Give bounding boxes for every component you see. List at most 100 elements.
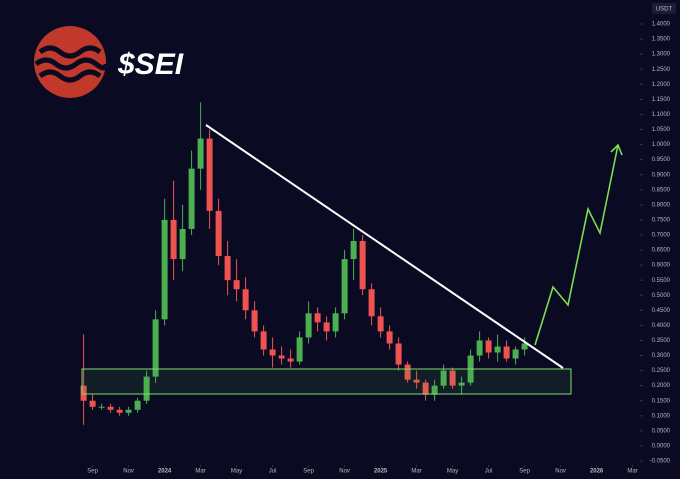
y-tick-label: -0.0500 — [650, 459, 671, 465]
y-tick-label: 1.4000 — [652, 22, 671, 28]
y-tick-label: 0.5500 — [652, 278, 671, 284]
candle-body — [368, 289, 375, 317]
candle-body — [242, 289, 249, 311]
title: $SEI — [117, 48, 184, 81]
y-tick-label: 0.6000 — [652, 263, 671, 269]
y-tick-label: 1.2500 — [652, 67, 671, 73]
x-tick-label: Sep — [519, 469, 530, 475]
candle-body — [116, 409, 123, 413]
y-tick-label: 0.3500 — [652, 338, 671, 344]
candle-body — [512, 349, 519, 359]
y-tick-label: 0.4000 — [652, 323, 671, 329]
x-tick-label: Mar — [627, 469, 637, 475]
candle-body — [449, 370, 456, 386]
candle-body — [413, 379, 420, 383]
y-tick-label: 1.3500 — [652, 37, 671, 43]
x-tick-label: 2025 — [374, 469, 388, 475]
candle-body — [521, 343, 528, 350]
x-tick-label: Sep — [303, 469, 314, 475]
x-tick-label: Mar — [195, 469, 205, 475]
candle-body — [251, 310, 258, 332]
x-tick-label: Nov — [339, 469, 350, 475]
candle-body — [323, 322, 330, 332]
x-tick-label: Nov — [555, 469, 566, 475]
y-tick-label: 0.1000 — [652, 413, 671, 419]
candle-body — [377, 316, 384, 332]
x-tick-label: Jul — [269, 469, 277, 475]
y-tick-label: 0.0500 — [652, 428, 671, 434]
candle-body — [179, 228, 186, 260]
y-tick-label: 0.2500 — [652, 368, 671, 374]
candle-body — [134, 400, 141, 410]
candle-body — [215, 210, 222, 257]
candle-body — [431, 385, 438, 395]
currency: USDT — [656, 7, 673, 13]
x-tick-label: Mar — [411, 469, 421, 475]
candle-body — [494, 346, 501, 353]
candle-body — [341, 259, 348, 314]
candle-body — [125, 409, 132, 413]
candle-body — [287, 358, 294, 362]
y-tick-label: 0.9500 — [652, 157, 671, 163]
candle-body — [422, 382, 429, 395]
candle-body — [224, 256, 231, 281]
y-tick-label: 0.1500 — [652, 398, 671, 404]
x-tick-label: Sep — [87, 469, 98, 475]
y-tick-label: 0.7500 — [652, 217, 671, 223]
x-tick-label: 2026 — [590, 469, 604, 475]
candle-body — [269, 349, 276, 356]
candle-body — [161, 219, 168, 320]
candle-body — [152, 319, 159, 377]
candle-body — [350, 240, 357, 260]
candle-body — [404, 364, 411, 380]
candle-body — [296, 337, 303, 362]
projection-arrow — [534, 144, 619, 346]
y-tick-label: 0.8000 — [652, 202, 671, 208]
y-tick-label: 0.7000 — [652, 233, 671, 239]
candle-body — [197, 138, 204, 169]
x-tick-label: Jul — [485, 469, 493, 475]
candle-body — [395, 343, 402, 365]
candle-body — [80, 385, 87, 401]
y-tick-label: 1.0000 — [652, 142, 671, 148]
y-tick-label: 0.6500 — [652, 248, 671, 254]
candle-body — [170, 219, 177, 260]
candle-body — [278, 355, 285, 359]
trend-line — [205, 124, 564, 369]
candle-body — [260, 331, 267, 350]
candle-body — [89, 400, 96, 407]
candle-body — [98, 406, 105, 408]
candle-body — [458, 382, 465, 386]
candle-body — [206, 138, 213, 211]
candle-body — [188, 168, 195, 229]
candle-body — [503, 346, 510, 359]
candle-body — [233, 280, 240, 290]
candle-body — [305, 313, 312, 338]
y-tick-label: 1.3000 — [652, 52, 671, 58]
candle-body — [332, 313, 339, 332]
logo — [34, 26, 109, 98]
y-tick-label: 0.8500 — [652, 187, 671, 193]
y-tick-label: 1.1000 — [652, 112, 671, 118]
y-tick-label: 0.4500 — [652, 308, 671, 314]
x-tick-label: May — [231, 469, 242, 475]
y-tick-label: 0.2000 — [652, 383, 671, 389]
candle-body — [440, 370, 447, 386]
y-tick-label: 0.5000 — [652, 293, 671, 299]
y-tick-label: 1.2000 — [652, 82, 671, 88]
y-tick-label: 0.3000 — [652, 353, 671, 359]
x-tick-label: Nov — [123, 469, 134, 475]
y-tick-label: 0.9000 — [652, 172, 671, 178]
support-zone — [81, 368, 572, 395]
x-tick-label: 2024 — [158, 469, 172, 475]
candle-body — [485, 340, 492, 353]
candle-body — [386, 331, 393, 344]
y-tick-label: 1.1500 — [652, 97, 671, 103]
y-tick-label: 1.0500 — [652, 127, 671, 133]
candle-body — [314, 313, 321, 323]
arrow-head — [610, 143, 623, 156]
candle-body — [359, 240, 366, 290]
currency-box — [652, 3, 676, 14]
